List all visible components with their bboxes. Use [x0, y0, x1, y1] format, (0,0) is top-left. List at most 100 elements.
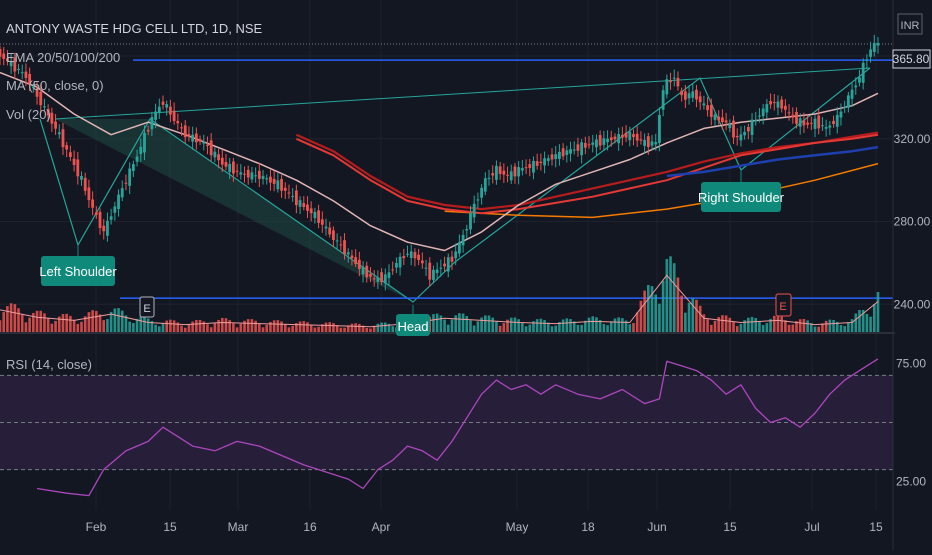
volume-bar	[665, 259, 669, 333]
volume-bar	[380, 322, 383, 333]
earnings-marker[interactable]: E	[775, 293, 792, 317]
volume-bar	[343, 327, 346, 333]
pattern-trendline	[54, 67, 871, 120]
candle-body	[780, 99, 784, 109]
volume-bar	[435, 313, 439, 333]
candle-body	[250, 172, 254, 180]
candle-body	[246, 169, 250, 178]
volume-bar	[672, 263, 676, 333]
volume-bar	[572, 321, 576, 333]
volume-bar	[254, 320, 257, 333]
candle-body	[695, 89, 698, 100]
candle-body	[339, 244, 343, 246]
volume-bar	[324, 322, 328, 333]
volume-bar	[9, 303, 13, 333]
candle-body	[517, 167, 521, 177]
candle-body	[391, 269, 395, 271]
volume-bar	[747, 317, 750, 333]
legend-ma[interactable]: MA (50, close, 0)	[6, 78, 104, 93]
time-tick-label: Mar	[228, 520, 249, 534]
volume-bar	[195, 320, 198, 333]
candle-body	[65, 145, 69, 150]
time-tick-label: 15	[723, 520, 737, 534]
candle-body	[228, 163, 232, 173]
volume-bar	[232, 323, 235, 333]
candle-body	[783, 105, 787, 110]
candle-body	[0, 49, 2, 57]
volume-bar	[120, 310, 124, 333]
volume-bar	[13, 304, 17, 333]
candle-body	[343, 240, 346, 255]
candle-body	[461, 234, 465, 246]
candle-body	[187, 134, 191, 137]
volume-bar	[46, 317, 50, 333]
candle-body	[346, 252, 350, 255]
volume-bar	[832, 319, 835, 333]
candle-body	[658, 115, 661, 143]
left-shoulder-label: Left Shoulder	[39, 264, 117, 279]
volume-bar	[150, 321, 154, 333]
candle-body	[198, 139, 202, 142]
volume-bar	[239, 323, 243, 333]
candle-body	[787, 112, 791, 114]
volume-bar	[187, 324, 191, 333]
volume-bar	[639, 300, 643, 333]
candle-body	[535, 161, 539, 166]
volume-bar	[758, 320, 761, 333]
volume-bar	[761, 325, 765, 333]
candle-body	[721, 117, 724, 123]
volume-bar	[750, 316, 754, 333]
candle-body	[543, 158, 546, 166]
volume-bar	[102, 320, 106, 333]
candle-body	[498, 166, 502, 174]
volume-bar	[817, 326, 821, 333]
candle-body	[261, 175, 265, 180]
rsi-tick-label: 75.00	[896, 357, 926, 371]
volume-bar	[135, 318, 139, 333]
candle-body	[457, 242, 461, 254]
volume-bar	[69, 315, 72, 333]
legend-rsi[interactable]: RSI (14, close)	[6, 357, 92, 372]
candle-body	[13, 57, 17, 72]
candle-body	[469, 213, 472, 230]
volume-bar	[65, 313, 68, 333]
candle-body	[254, 175, 258, 177]
candle-body	[824, 127, 828, 129]
candle-body	[176, 120, 180, 124]
volume-bar	[206, 324, 209, 333]
candle-body	[72, 158, 76, 165]
legend-volume[interactable]: Vol (20)	[6, 107, 51, 122]
candle-body	[583, 142, 587, 148]
candle-body	[509, 171, 513, 181]
volume-bar	[172, 320, 176, 333]
volume-bar	[391, 326, 394, 333]
candle-body	[394, 263, 398, 268]
volume-bar	[154, 324, 157, 333]
rsi-layer	[36, 358, 879, 497]
volume-bar	[443, 319, 446, 333]
earnings-marker[interactable]: E	[139, 296, 155, 318]
candle-body	[569, 149, 572, 154]
volume-bar	[791, 324, 795, 333]
candle-body	[217, 154, 220, 161]
volume-bar	[606, 325, 609, 333]
candle-body	[646, 136, 650, 147]
volume-bar	[828, 319, 832, 333]
volume-bar	[839, 325, 843, 333]
candle-body	[154, 111, 157, 120]
right-shoulder-label: Right Shoulder	[698, 190, 785, 205]
candle-body	[57, 132, 61, 135]
candle-body	[809, 122, 813, 124]
candle-body	[576, 144, 580, 151]
volume-bar	[328, 322, 332, 333]
candle-body	[558, 151, 561, 159]
volume-bar	[824, 320, 828, 333]
legend-ema[interactable]: EMA 20/50/100/200	[6, 50, 121, 65]
volume-bar	[524, 326, 528, 333]
volume-bar	[484, 315, 487, 333]
candle-body	[372, 278, 376, 280]
candle-body	[624, 132, 628, 138]
candle-body	[743, 131, 747, 136]
volume-bar	[598, 320, 602, 333]
candle-body	[402, 256, 406, 259]
